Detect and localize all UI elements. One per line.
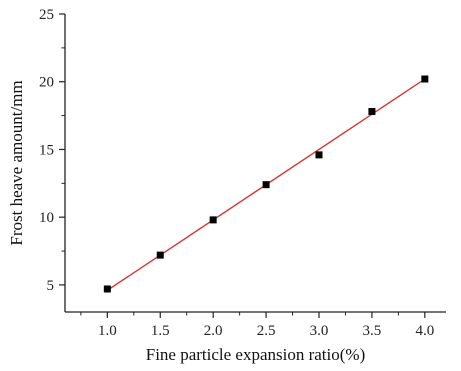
x-tick-label: 4.0: [415, 323, 434, 339]
data-point: [103, 285, 111, 293]
y-tick-label: 15: [39, 142, 54, 158]
x-tick-label: 1.0: [98, 323, 117, 339]
data-point: [315, 151, 323, 159]
y-tick-label: 20: [39, 75, 54, 91]
x-tick-label: 1.5: [151, 323, 170, 339]
data-point: [421, 75, 429, 83]
data-point: [209, 216, 217, 224]
x-tick-label: 3.5: [363, 323, 382, 339]
x-tick-label: 2.0: [204, 323, 223, 339]
y-tick-label: 25: [39, 7, 54, 23]
y-tick-label: 5: [47, 278, 55, 294]
y-tick-label: 10: [39, 210, 54, 226]
x-axis-label: Fine particle expansion ratio(%): [146, 345, 366, 364]
x-tick-label: 3.0: [310, 323, 329, 339]
data-point: [262, 181, 270, 189]
x-tick-label: 2.5: [257, 323, 276, 339]
y-axis-label: Frost heave amount/mm: [7, 80, 26, 245]
plot-area: 1.0 1.5 2.0 2.5 3.0 3.5 4.0 5 10 15 20 25: [39, 7, 446, 339]
data-point: [156, 251, 164, 259]
data-point: [368, 108, 376, 116]
